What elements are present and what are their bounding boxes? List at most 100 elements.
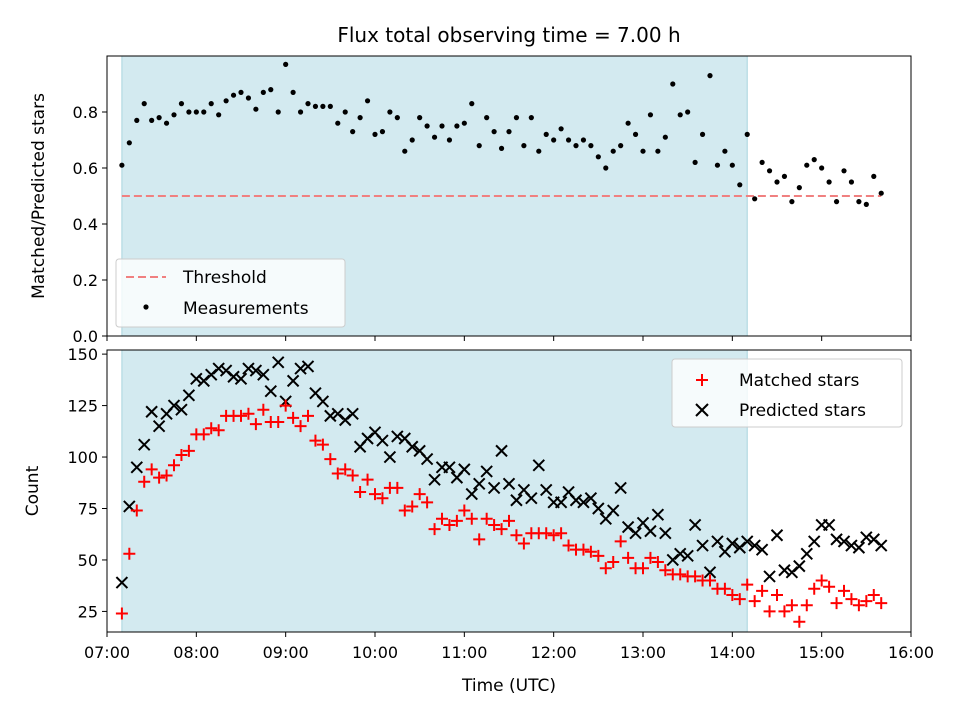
predicted-star-marker [480,465,493,478]
measurement-point [655,148,661,154]
predicted-star-marker [525,491,538,505]
predicted-star-marker [614,481,627,495]
matched-star-marker [875,597,888,610]
bottom-x-tick-label: 12:00 [531,643,577,662]
measurement-point [417,115,423,121]
matched-star-marker [852,599,865,612]
measurement-point [632,131,639,137]
predicted-star-marker [830,533,843,546]
measurement-point [766,168,773,174]
measurement-point [476,143,482,149]
measurement-point [729,162,735,168]
predicted-star-marker [227,370,240,383]
predicted-star-marker [510,494,523,507]
matched-star-marker [599,562,612,575]
matched-star-marker [205,422,218,435]
measurement-point [350,129,356,135]
threshold-legend-label: Threshold [182,268,267,288]
predicted-star-marker [837,535,851,548]
predicted-legend-swatch [695,403,709,417]
matched-star-marker [584,545,597,558]
bottom-x-tick-label: 10:00 [352,643,398,662]
predicted-star-marker [651,508,665,521]
predicted-star-marker [629,526,642,540]
predicted-star-marker [755,543,769,556]
predicted-star-marker [540,483,553,497]
predicted-star-marker [316,395,330,408]
measurement-point [692,159,698,165]
measurement-point [141,101,147,107]
predicted-star-marker [659,526,672,540]
predicted-star-marker [800,547,813,560]
measurement-point [275,109,281,115]
top-axes-frame [106,55,912,337]
matched-star-marker [756,584,769,597]
matched-star-marker [555,527,568,540]
measurements-legend-swatch [143,304,149,310]
measurements-legend-label: Measurements [183,299,309,319]
matched-star-marker [741,578,754,591]
matched-star-marker [287,411,300,424]
measurement-point [498,145,505,151]
matched-star-marker [339,463,352,476]
bottom-x-tick-label: 07:00 [84,643,130,662]
measurement-point [454,123,460,129]
measurement-point [603,165,609,171]
matched-star-marker [302,409,314,422]
matched-star-marker [465,512,478,525]
measurement-point [856,199,862,205]
top-y-tick-label: 0.2 [73,271,98,290]
matched-star-marker [145,463,158,476]
matched-star-markers [115,399,888,628]
matched-star-marker [153,471,166,484]
matched-star-marker [562,539,575,552]
bottom-x-tick-label: 15:00 [799,643,845,662]
measurement-point [119,162,125,168]
measurement-point [595,154,601,160]
measurement-point [789,199,795,205]
bottom-y-ticks: 25 50 75 100 125 150 [67,345,107,621]
measurement-point [699,131,706,137]
measurement-point [461,120,467,126]
bottom-y-tick-label: 150 [67,345,98,364]
measurement-point [201,109,207,115]
measurement-point [230,92,237,98]
bottom-x-tick-label: 08:00 [173,643,219,662]
matched-star-marker [249,418,262,431]
matched-star-marker [406,500,419,513]
predicted-star-marker [845,539,858,552]
measurement-point [640,148,646,154]
measurement-point [245,95,252,101]
predicted-star-marker [346,407,359,421]
matched-star-marker [160,469,173,482]
top-y-ticks: 0.0 0.2 0.4 0.6 0.8 [73,103,107,346]
matched-legend-label: Matched stars [739,371,859,391]
predicted-star-marker [234,372,248,386]
top-y-tick-label: 0.0 [73,327,98,346]
matched-star-marker [182,444,195,457]
predicted-star-marker [376,434,389,447]
top-y-tick-label: 0.6 [73,159,98,178]
measurement-point [216,112,222,118]
matched-star-marker [450,514,463,527]
measurement-point [290,89,296,95]
predicted-star-marker [212,362,225,375]
matched-star-marker [324,453,337,466]
predicted-star-marker [487,481,501,495]
matched-star-marker [257,403,270,416]
matched-star-marker [488,518,501,531]
measurement-point [469,101,475,107]
measurement-point [379,129,386,135]
bottom-x-tick-label: 11:00 [441,643,487,662]
measurement-point [178,101,185,107]
measurement-point [811,157,817,163]
predicted-star-marker [190,372,203,386]
measurement-point [372,131,378,137]
measurement-point [431,134,438,140]
predicted-star-marker [793,559,806,573]
measurement-point [253,106,259,112]
measurement-point [312,103,319,109]
measurement-point [536,148,542,154]
matched-star-marker [845,593,858,606]
